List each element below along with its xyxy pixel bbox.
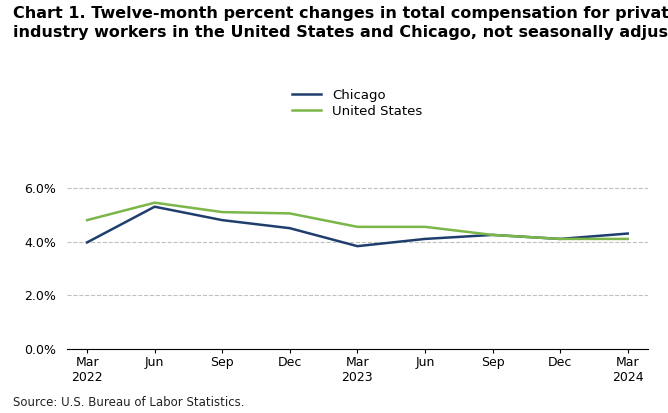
Line: United States: United States [87, 203, 628, 239]
Text: Chart 1. Twelve-month percent changes in total compensation for private
industry: Chart 1. Twelve-month percent changes in… [13, 6, 668, 40]
Chicago [83, 240, 91, 245]
United States [218, 209, 226, 214]
United States [421, 224, 429, 229]
Line: Chicago: Chicago [87, 206, 628, 246]
United States [151, 200, 159, 205]
Chicago [421, 236, 429, 241]
United States [353, 224, 361, 229]
Text: Source: U.S. Bureau of Labor Statistics.: Source: U.S. Bureau of Labor Statistics. [13, 396, 245, 409]
Chicago [624, 231, 632, 236]
United States [624, 236, 632, 241]
Chicago [353, 244, 361, 249]
United States [488, 233, 496, 237]
United States [83, 218, 91, 223]
United States [286, 211, 294, 216]
Chicago [218, 218, 226, 223]
Chicago [488, 233, 496, 237]
United States [556, 236, 564, 241]
Chicago [151, 204, 159, 209]
Legend: Chicago, United States: Chicago, United States [293, 89, 422, 118]
Chicago [286, 225, 294, 230]
Chicago [556, 236, 564, 241]
